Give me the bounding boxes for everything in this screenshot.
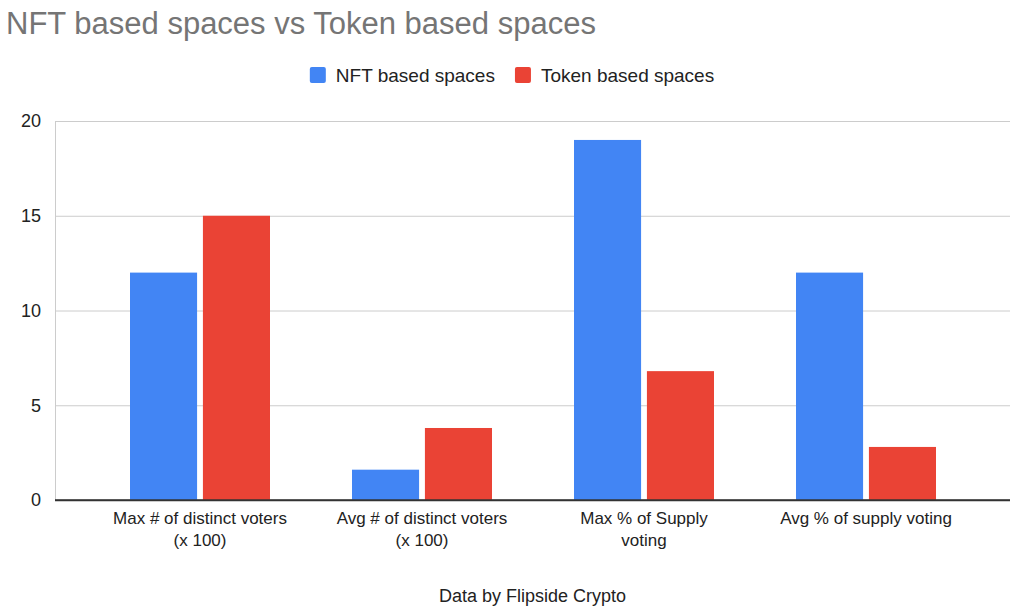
x-tick: Max % of Supplyvoting <box>580 500 708 550</box>
legend-swatch <box>515 67 531 83</box>
legend-swatch <box>310 67 326 83</box>
bar <box>574 140 641 500</box>
grid-line <box>55 311 1010 312</box>
legend-item: NFT based spaces <box>310 65 495 86</box>
grid-line <box>55 216 1010 217</box>
x-tick: Avg # of distinct voters(x 100) <box>337 500 508 550</box>
bar <box>203 216 270 500</box>
baseline <box>55 499 1010 501</box>
legend-label: NFT based spaces <box>336 65 495 86</box>
x-tick-label: Max % of Supplyvoting <box>580 509 708 550</box>
y-tick: 15 <box>21 206 1010 226</box>
bars <box>130 140 936 500</box>
grid-line <box>55 405 1010 406</box>
chart: NFT based spaces vs Token based spaces 0 5… <box>0 0 1024 608</box>
y-tick-label: 0 <box>31 490 41 510</box>
y-tick-label: 5 <box>31 396 41 416</box>
x-tick: Max # of distinct voters(x 100) <box>113 500 287 550</box>
x-axis-title: Data by Flipside Crypto <box>439 586 626 606</box>
y-tick-label: 15 <box>21 206 41 226</box>
x-tick-label: Avg % of supply voting <box>780 509 952 528</box>
bar <box>425 428 492 500</box>
y-tick-label: 10 <box>21 301 41 321</box>
legend-label: Token based spaces <box>541 65 714 86</box>
bar <box>647 371 714 500</box>
title: NFT based spaces vs Token based spaces <box>6 6 596 41</box>
legend: NFT based spaces Token based spaces <box>310 65 714 86</box>
bar <box>796 273 863 500</box>
bar <box>130 273 197 500</box>
x-tick-label: Avg # of distinct voters(x 100) <box>337 509 508 550</box>
grid-line <box>55 500 1010 502</box>
y-tick: 20 <box>21 111 1010 131</box>
grid-line <box>55 121 1010 122</box>
legend-item: Token based spaces <box>515 65 714 86</box>
y-axis: 0 5 10 15 20 <box>21 111 1010 510</box>
y-tick-label: 20 <box>21 111 41 131</box>
x-axis: Max # of distinct voters(x 100) Avg # of … <box>90 500 978 550</box>
bar <box>869 447 936 500</box>
bar <box>352 470 419 500</box>
x-tick: Avg % of supply voting <box>780 500 952 528</box>
x-axis-line <box>90 500 978 501</box>
x-tick-label: Max # of distinct voters(x 100) <box>113 509 287 550</box>
